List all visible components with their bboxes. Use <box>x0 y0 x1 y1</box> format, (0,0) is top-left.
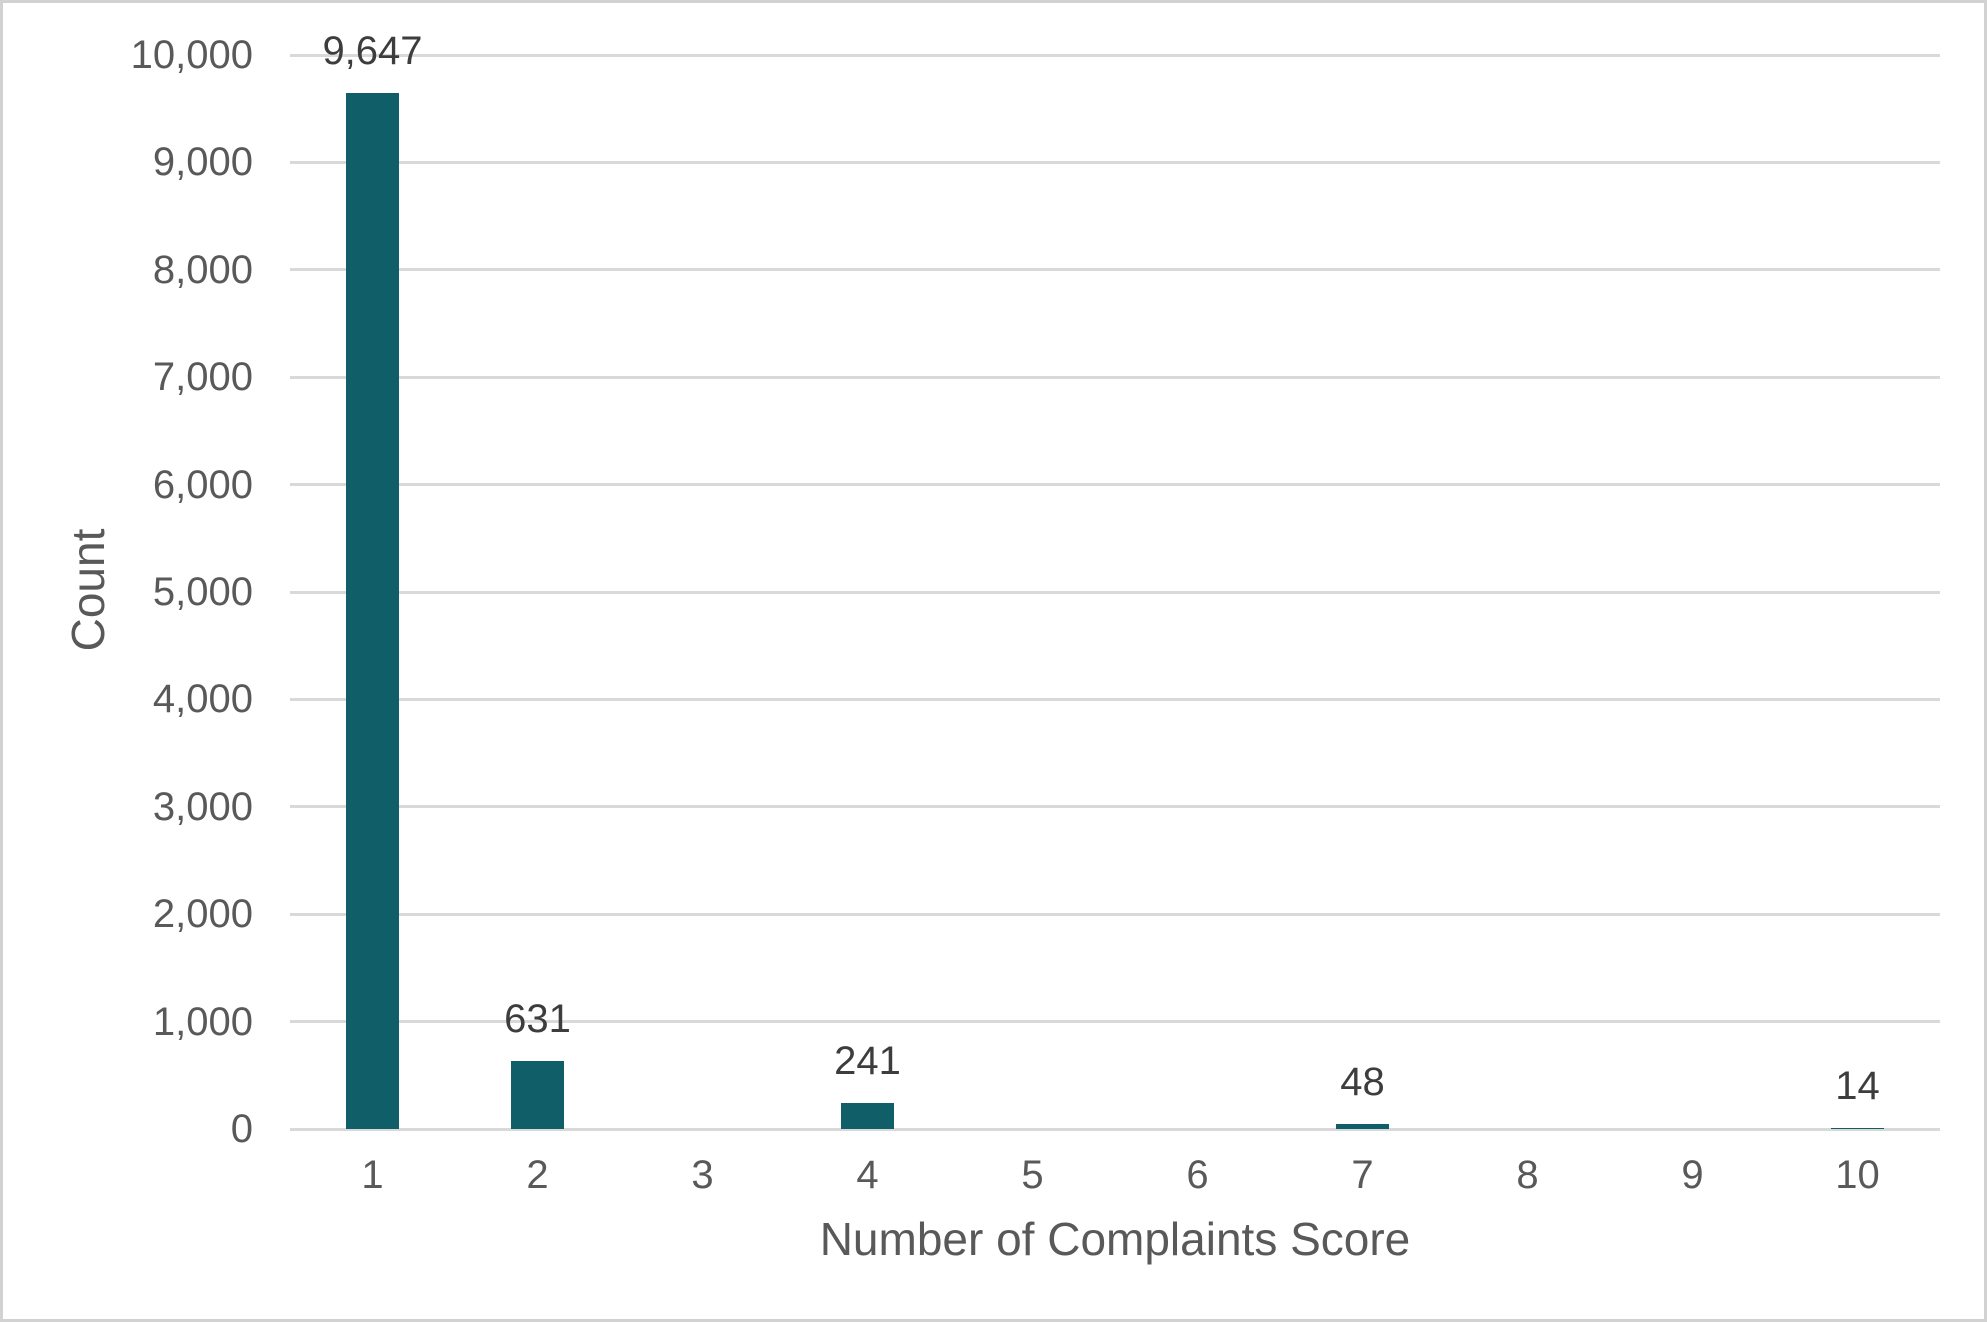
bar-value-label-score-2: 631 <box>504 997 571 1042</box>
bar-value-label-score-10: 14 <box>1835 1063 1880 1108</box>
x-tick-label-7: 7 <box>1351 1153 1374 1197</box>
x-tick-label-10: 10 <box>1835 1153 1880 1197</box>
y-tick-label-1000: 1,000 <box>152 999 253 1044</box>
gridline-8000 <box>290 268 1940 272</box>
y-tick-label-8000: 8,000 <box>152 247 253 292</box>
bar-score-4 <box>841 1103 894 1129</box>
gridline-0 <box>290 1127 1940 1131</box>
x-tick-label-8: 8 <box>1516 1153 1539 1197</box>
x-axis-title: Number of Complaints Score <box>819 1213 1411 1265</box>
gridline-9000 <box>290 160 1940 164</box>
gridline-7000 <box>290 375 1940 379</box>
bar-score-1 <box>346 92 399 1129</box>
gridline-2000 <box>290 912 1940 916</box>
gridline-6000 <box>290 483 1940 487</box>
bar-score-7 <box>1336 1123 1389 1129</box>
y-tick-label-4000: 4,000 <box>152 677 253 722</box>
gridline-3000 <box>290 805 1940 809</box>
y-tick-label-9000: 9,000 <box>152 140 253 185</box>
x-tick-label-6: 6 <box>1186 1153 1209 1197</box>
bar-value-label-score-4: 241 <box>834 1039 901 1084</box>
bar-value-label-score-1: 9,647 <box>322 28 423 73</box>
y-tick-label-6000: 6,000 <box>152 462 253 507</box>
y-tick-label-0: 0 <box>230 1107 253 1151</box>
y-tick-label-2000: 2,000 <box>152 892 253 937</box>
x-tick-label-2: 2 <box>526 1153 549 1197</box>
x-tick-label-1: 1 <box>361 1153 384 1197</box>
gridline-1000 <box>290 1020 1940 1024</box>
gridline-5000 <box>290 590 1940 594</box>
bar-value-label-score-7: 48 <box>1340 1059 1385 1104</box>
y-tick-label-5000: 5,000 <box>152 570 253 614</box>
x-tick-label-5: 5 <box>1021 1153 1044 1197</box>
plot-area: 9,647 631 241 48 14 <box>290 29 1940 1131</box>
y-tick-label-7000: 7,000 <box>152 355 253 400</box>
bar-score-2 <box>511 1061 564 1129</box>
bar-score-10 <box>1831 1127 1884 1129</box>
x-tick-label-9: 9 <box>1681 1153 1704 1197</box>
gridline-10000 <box>290 53 1940 57</box>
x-tick-label-3: 3 <box>691 1153 714 1197</box>
x-tick-label-4: 4 <box>856 1153 879 1197</box>
y-tick-label-10000: 10,000 <box>130 33 253 77</box>
gridline-4000 <box>290 697 1940 701</box>
y-tick-label-3000: 3,000 <box>152 784 253 829</box>
